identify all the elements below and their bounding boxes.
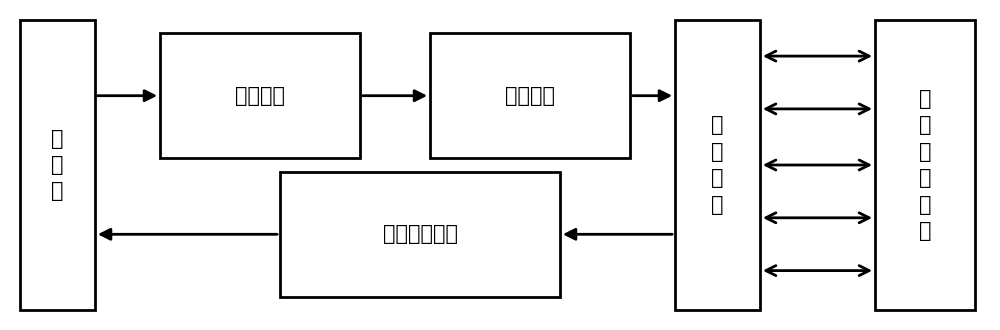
Text: 信号检测电路: 信号检测电路 [383, 224, 458, 244]
Text: 串
联
振
荡
电
路: 串 联 振 荡 电 路 [919, 89, 931, 241]
Bar [675, 20, 760, 310]
Text: 开关电路: 开关电路 [505, 86, 555, 106]
Bar [280, 172, 560, 297]
Bar [20, 20, 95, 310]
Bar [430, 33, 630, 158]
Bar [160, 33, 360, 158]
Bar [875, 20, 975, 310]
Text: 谐
振
电
路: 谐 振 电 路 [711, 115, 724, 214]
Text: 驱动电路: 驱动电路 [235, 86, 285, 106]
Text: 控
制
器: 控 制 器 [51, 129, 64, 201]
